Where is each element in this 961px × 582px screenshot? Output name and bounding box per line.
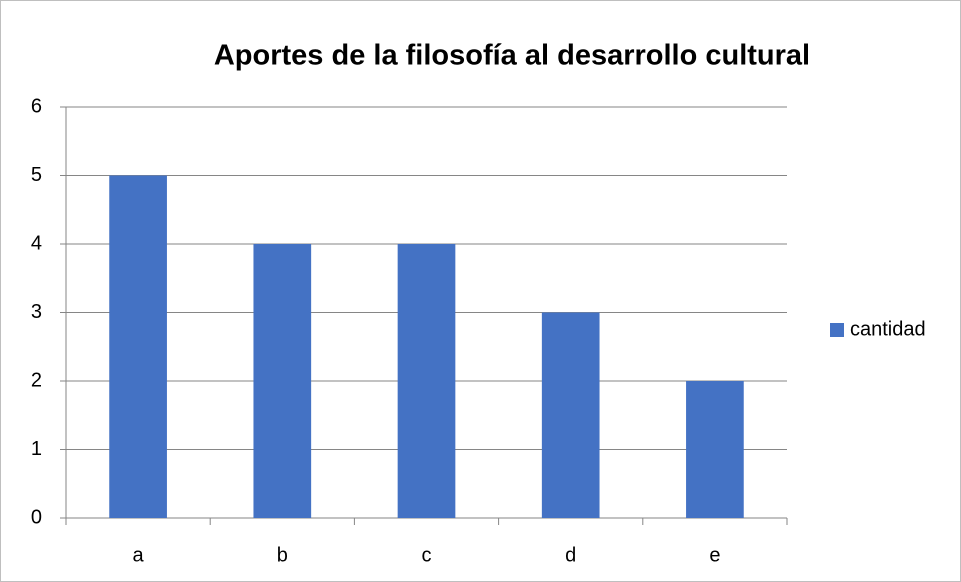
y-tick-label: 2	[31, 369, 42, 391]
y-tick-label: 1	[31, 438, 42, 460]
bar	[541, 312, 600, 518]
bar	[397, 244, 456, 518]
y-tick-label: 6	[31, 95, 42, 117]
chart-title: Aportes de la filosofía al desarrollo cu…	[214, 40, 810, 72]
x-tick-label: a	[133, 544, 145, 566]
y-tick-label: 0	[31, 506, 42, 528]
y-tick-label: 5	[31, 164, 42, 186]
bar	[686, 381, 744, 518]
y-tick-label: 3	[31, 301, 42, 323]
x-tick-label: d	[565, 544, 576, 566]
x-tick-label: c	[422, 544, 432, 566]
y-tick-label: 4	[31, 232, 42, 254]
x-tick-label: b	[277, 544, 288, 566]
bar	[109, 175, 167, 518]
legend-label: cantidad	[850, 318, 926, 340]
legend-swatch	[830, 323, 844, 337]
bar	[253, 244, 312, 518]
x-tick-label: e	[709, 544, 720, 566]
